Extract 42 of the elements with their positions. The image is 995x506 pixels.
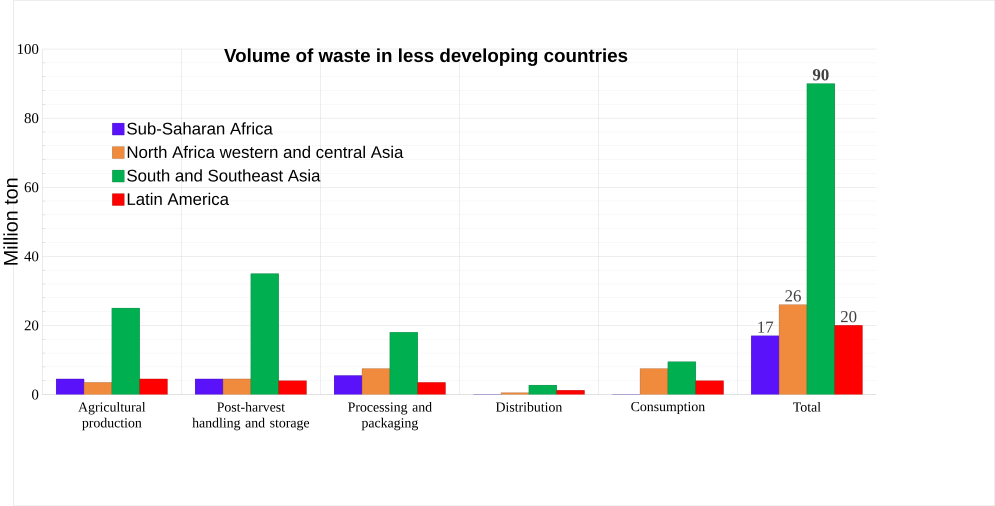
bar	[778, 304, 808, 395]
legend-label: North Africa western and central Asia	[128, 146, 404, 158]
x-tick-label: Processing and packaging	[348, 402, 432, 430]
y-tick-label: 20	[24, 320, 38, 331]
bar	[250, 274, 279, 395]
y-tick-label: 40	[24, 251, 38, 262]
bar	[362, 368, 390, 395]
bar	[834, 325, 863, 395]
bar	[334, 375, 362, 395]
y-tick-label: 0	[32, 390, 38, 400]
x-tick-label: Distribution	[496, 402, 562, 412]
chart-title: Volume of waste in less developing countries	[224, 48, 628, 66]
data-label: 26	[785, 290, 801, 302]
legend-label: South and Southeast Asia	[127, 169, 320, 182]
bar	[556, 390, 585, 395]
bar	[417, 382, 446, 395]
x-tick-label: Post-harvest handling and storage	[192, 402, 310, 430]
y-axis-title: Million ton	[3, 178, 18, 265]
y-tick-label: 100	[18, 44, 38, 54]
bar	[278, 380, 307, 395]
data-label: 20	[840, 311, 856, 322]
legend-label: Latin America	[128, 192, 229, 206]
bar	[806, 84, 835, 395]
x-tick-label: Agricultural production	[78, 402, 146, 430]
y-tick-label: 80	[24, 113, 38, 124]
bar	[696, 380, 724, 395]
bar	[112, 308, 140, 395]
bar	[195, 378, 224, 395]
bar	[640, 368, 668, 395]
bar	[139, 378, 168, 395]
x-tick-label: Total	[793, 402, 821, 412]
data-label: 17	[758, 322, 774, 333]
x-tick-label: Consumption	[631, 402, 705, 414]
y-tick-label: 60	[24, 182, 38, 192]
bar	[56, 378, 84, 395]
bar	[528, 385, 557, 395]
bar	[222, 378, 252, 395]
data-label: 90	[812, 69, 829, 81]
bar	[668, 362, 696, 395]
bar	[751, 336, 780, 395]
legend-label: Sub-Saharan Africa	[127, 122, 273, 135]
bar	[390, 332, 418, 395]
